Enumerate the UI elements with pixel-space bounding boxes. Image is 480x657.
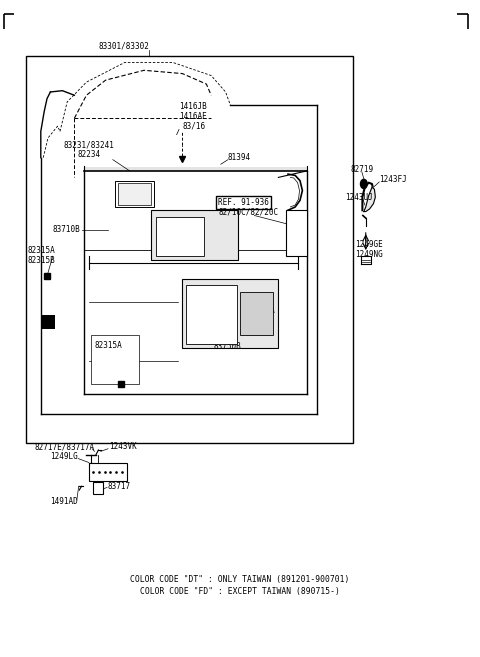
Text: 82717E/83717A: 82717E/83717A bbox=[35, 442, 95, 451]
Text: 83717: 83717 bbox=[107, 482, 130, 491]
Text: 1249GE: 1249GE bbox=[355, 240, 383, 249]
Bar bbox=[26, 56, 353, 443]
Text: 1249LG: 1249LG bbox=[50, 452, 78, 461]
Bar bbox=[286, 210, 307, 256]
Bar bbox=[89, 463, 127, 481]
Bar bbox=[118, 183, 151, 205]
Bar bbox=[240, 292, 273, 335]
Text: 83710B: 83710B bbox=[53, 225, 81, 235]
Text: 83/16: 83/16 bbox=[182, 122, 205, 131]
Text: 1416AE: 1416AE bbox=[179, 112, 207, 121]
Bar bbox=[151, 210, 238, 260]
Text: COLOR CODE "DT" : ONLY TAIWAN (891201-900701): COLOR CODE "DT" : ONLY TAIWAN (891201-90… bbox=[130, 575, 350, 584]
Polygon shape bbox=[41, 315, 55, 328]
Bar bbox=[115, 181, 154, 207]
Text: 83750B: 83750B bbox=[214, 342, 241, 351]
Text: REF. 91-936: REF. 91-936 bbox=[218, 198, 269, 207]
Bar bbox=[91, 335, 139, 384]
Text: 1416JB: 1416JB bbox=[179, 102, 207, 111]
Circle shape bbox=[360, 179, 367, 189]
Bar bbox=[186, 285, 237, 344]
Text: 81394: 81394 bbox=[228, 153, 251, 162]
Bar bbox=[156, 217, 204, 256]
Polygon shape bbox=[364, 187, 375, 212]
Text: 1249NG: 1249NG bbox=[355, 250, 383, 259]
Text: 82719: 82719 bbox=[350, 165, 373, 174]
Text: 1491AD: 1491AD bbox=[50, 497, 78, 506]
Text: 82315A: 82315A bbox=[94, 341, 122, 350]
Text: 82315B: 82315B bbox=[28, 256, 56, 265]
Text: 83231/83241: 83231/83241 bbox=[64, 140, 115, 149]
Text: 82/10C/82/20C: 82/10C/82/20C bbox=[218, 208, 278, 217]
Bar bbox=[93, 482, 103, 494]
Bar bbox=[182, 279, 278, 348]
Text: 1243FJ: 1243FJ bbox=[379, 175, 407, 184]
Text: 82234: 82234 bbox=[78, 150, 101, 159]
Text: 83319B: 83319B bbox=[202, 329, 229, 338]
Text: 83301/83302: 83301/83302 bbox=[98, 41, 149, 51]
Text: 1241YA: 1241YA bbox=[247, 306, 275, 315]
Text: 1243VK: 1243VK bbox=[109, 442, 137, 451]
Text: 82315A: 82315A bbox=[28, 246, 56, 256]
Text: COLOR CODE "FD" : EXCEPT TAIWAN (890715-): COLOR CODE "FD" : EXCEPT TAIWAN (890715-… bbox=[140, 587, 340, 596]
Text: 1243UJ: 1243UJ bbox=[345, 193, 372, 202]
